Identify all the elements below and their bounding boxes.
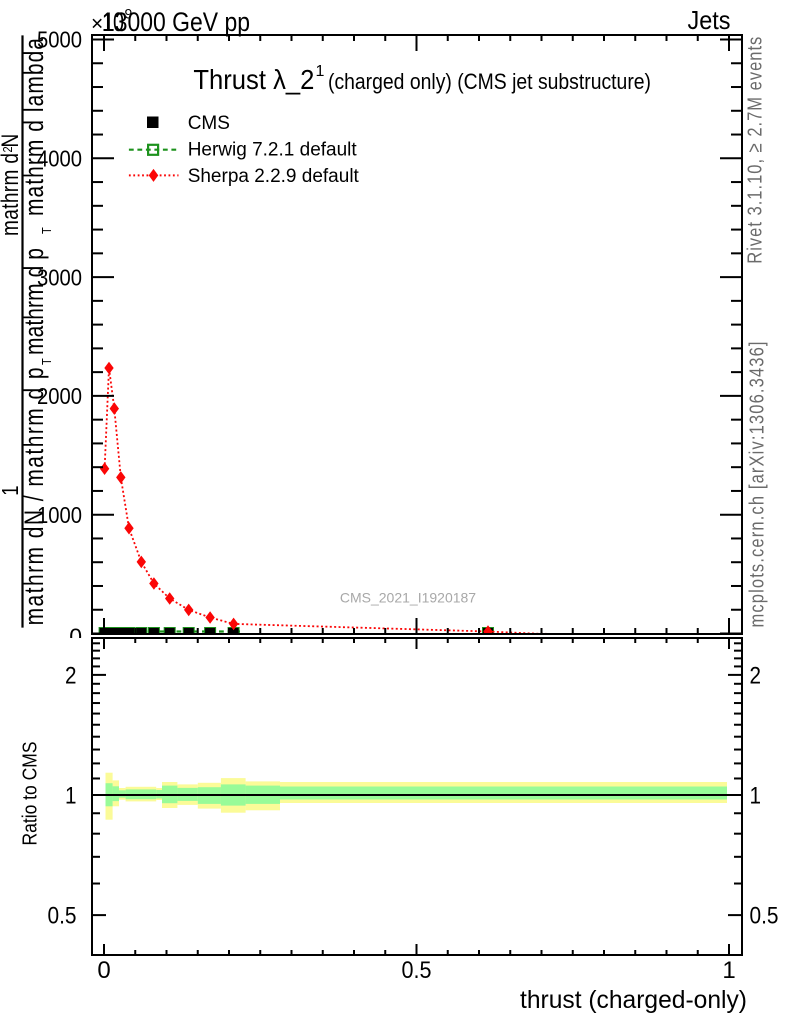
svg-text:2: 2: [0, 146, 15, 152]
svg-text:3000: 3000: [37, 264, 82, 290]
svg-text:Jets: Jets: [688, 5, 731, 35]
svg-text:0: 0: [69, 624, 82, 650]
svg-text:(charged only) (CMS jet substr: (charged only) (CMS jet substructure): [328, 69, 651, 94]
svg-text:mathrm d lambda: mathrm d lambda: [20, 37, 50, 216]
svg-text:mathrm d: mathrm d: [0, 153, 24, 236]
svg-text:Rivet 3.1.10, ≥ 2.7M events: Rivet 3.1.10, ≥ 2.7M events: [743, 37, 766, 264]
svg-text:T: T: [39, 358, 54, 365]
svg-text:1: 1: [0, 486, 24, 496]
svg-text:Thrust λ_2: Thrust λ_2: [193, 64, 314, 95]
svg-text:2000: 2000: [37, 383, 82, 409]
svg-text:thrust (charged-only): thrust (charged-only): [520, 986, 747, 1014]
svg-text:×: ×: [91, 12, 103, 35]
svg-text:10: 10: [102, 7, 124, 37]
svg-text:0.5: 0.5: [48, 903, 77, 930]
svg-text:T: T: [39, 227, 54, 234]
svg-text:1000: 1000: [37, 502, 82, 528]
svg-text:1: 1: [65, 783, 77, 810]
svg-text:Sherpa 2.2.9 default: Sherpa 2.2.9 default: [188, 166, 360, 187]
svg-text:1: 1: [750, 783, 762, 810]
svg-text:Herwig 7.2.1 default: Herwig 7.2.1 default: [188, 139, 358, 160]
svg-text:9: 9: [125, 6, 133, 22]
svg-text:1: 1: [722, 957, 735, 984]
svg-text:mathrm d p: mathrm d p: [20, 248, 50, 355]
svg-text:mathrm dN / mathrm d p: mathrm dN / mathrm d p: [20, 367, 50, 625]
svg-text:5000: 5000: [37, 27, 82, 53]
svg-text:2: 2: [750, 662, 762, 689]
svg-text:0: 0: [97, 957, 110, 984]
svg-text:0.5: 0.5: [402, 957, 432, 984]
svg-text:2: 2: [65, 662, 77, 689]
svg-text:4000: 4000: [37, 146, 82, 172]
svg-text:0.5: 0.5: [750, 903, 779, 930]
svg-text:13000 GeV pp: 13000 GeV pp: [102, 7, 250, 37]
svg-text:CMS: CMS: [188, 113, 230, 134]
svg-text:CMS_2021_I1920187: CMS_2021_I1920187: [340, 590, 476, 606]
svg-text:1: 1: [316, 63, 325, 80]
svg-text:mcplots.cern.ch [arXiv:1306.34: mcplots.cern.ch [arXiv:1306.3436]: [745, 341, 768, 627]
svg-text:N: N: [0, 134, 24, 148]
svg-text:Ratio to CMS: Ratio to CMS: [18, 742, 40, 846]
